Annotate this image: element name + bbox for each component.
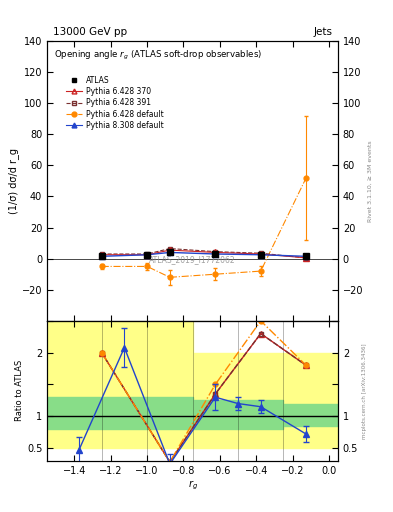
Text: ATLAS_2019_I1772062: ATLAS_2019_I1772062 xyxy=(149,255,236,264)
Bar xyxy=(193,400,238,429)
Text: 13000 GeV pp: 13000 GeV pp xyxy=(53,27,127,37)
Bar xyxy=(147,321,193,448)
Y-axis label: (1/σ) dσ/d r_g: (1/σ) dσ/d r_g xyxy=(8,148,19,214)
Bar xyxy=(147,397,193,429)
Y-axis label: Ratio to ATLAS: Ratio to ATLAS xyxy=(15,360,24,421)
Bar xyxy=(283,403,338,426)
Bar xyxy=(102,397,147,429)
Y-axis label: Rivet 3.1.10, ≥ 3M events: Rivet 3.1.10, ≥ 3M events xyxy=(367,140,373,222)
Bar xyxy=(238,400,283,429)
Text: Jets: Jets xyxy=(313,27,332,37)
Text: Opening angle $r_g$ (ATLAS soft-drop observables): Opening angle $r_g$ (ATLAS soft-drop obs… xyxy=(53,49,262,62)
Bar xyxy=(102,321,147,448)
Y-axis label: mcplots.cern.ch [arXiv:1306.3436]: mcplots.cern.ch [arXiv:1306.3436] xyxy=(362,343,367,439)
Bar xyxy=(47,321,102,448)
Bar xyxy=(47,397,102,429)
Bar xyxy=(283,353,338,448)
Bar xyxy=(193,353,238,448)
Legend: ATLAS, Pythia 6.428 370, Pythia 6.428 391, Pythia 6.428 default, Pythia 8.308 de: ATLAS, Pythia 6.428 370, Pythia 6.428 39… xyxy=(62,73,167,133)
Bar xyxy=(238,353,283,448)
X-axis label: $r_g$: $r_g$ xyxy=(187,478,198,492)
